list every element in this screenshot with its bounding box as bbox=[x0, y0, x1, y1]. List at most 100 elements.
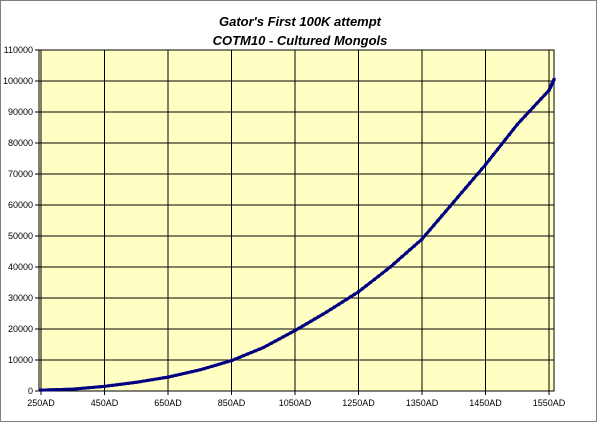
data-point bbox=[79, 386, 83, 390]
data-point bbox=[329, 307, 333, 311]
x-tick-label: 1050AD bbox=[279, 398, 312, 408]
data-point bbox=[519, 118, 523, 122]
data-point bbox=[317, 315, 321, 319]
data-point bbox=[190, 370, 194, 374]
data-point bbox=[257, 347, 261, 351]
data-point bbox=[488, 158, 491, 162]
data-point bbox=[305, 322, 309, 326]
data-point bbox=[285, 333, 289, 337]
data-point bbox=[325, 310, 329, 314]
y-axis-ticks: 0 10000 20000 30000 40000 50000 60000 70000 8000… bbox=[3, 45, 39, 396]
data-point bbox=[392, 262, 396, 265]
data-point bbox=[67, 387, 71, 391]
data-point bbox=[293, 329, 297, 333]
data-point bbox=[241, 354, 245, 358]
data-point bbox=[63, 387, 67, 391]
data-point bbox=[75, 387, 79, 391]
data-point bbox=[162, 376, 166, 380]
data-point bbox=[99, 385, 102, 389]
data-point bbox=[333, 305, 337, 309]
data-point bbox=[277, 337, 281, 341]
data-point bbox=[107, 384, 110, 388]
y-tick-label: 50000 bbox=[8, 231, 33, 241]
data-point bbox=[432, 223, 436, 227]
data-point bbox=[126, 381, 130, 385]
x-axis-ticks: 250AD 450AD 650AD 850AD 1050AD 1250AD 1350AD 14… bbox=[27, 391, 566, 408]
data-point bbox=[265, 344, 269, 347]
data-point bbox=[134, 380, 138, 384]
y-tick-label: 10000 bbox=[8, 355, 33, 365]
data-point bbox=[523, 114, 527, 118]
x-tick-label: 1550AD bbox=[533, 398, 566, 408]
data-point bbox=[468, 181, 472, 185]
data-point bbox=[321, 312, 325, 316]
data-point bbox=[146, 378, 150, 382]
y-tick-label: 40000 bbox=[8, 262, 33, 272]
data-point bbox=[535, 101, 539, 105]
data-point bbox=[507, 133, 511, 136]
y-tick-label: 90000 bbox=[8, 107, 33, 117]
data-point bbox=[436, 219, 440, 222]
data-point bbox=[372, 277, 376, 281]
data-point bbox=[122, 382, 126, 386]
data-point bbox=[380, 271, 384, 275]
data-point bbox=[515, 122, 519, 126]
data-point bbox=[495, 148, 499, 152]
data-point bbox=[472, 177, 476, 181]
data-point bbox=[404, 251, 408, 255]
data-point bbox=[91, 385, 95, 389]
data-point bbox=[174, 373, 178, 377]
data-point bbox=[531, 105, 535, 109]
data-point bbox=[87, 386, 91, 390]
data-point bbox=[118, 382, 122, 386]
data-point bbox=[289, 331, 293, 335]
plot-area bbox=[38, 49, 555, 392]
data-point bbox=[158, 376, 162, 380]
data-point bbox=[416, 241, 420, 245]
data-point bbox=[249, 351, 253, 354]
x-tick-label: 1350AD bbox=[406, 398, 439, 408]
y-tick-label: 20000 bbox=[8, 324, 33, 334]
data-point bbox=[261, 346, 265, 350]
data-point bbox=[428, 228, 432, 232]
data-point bbox=[95, 385, 99, 389]
data-point bbox=[269, 341, 273, 345]
data-point bbox=[376, 274, 380, 278]
data-point bbox=[281, 335, 285, 339]
data-point bbox=[456, 195, 460, 199]
data-point bbox=[444, 209, 448, 213]
data-point bbox=[51, 388, 55, 392]
data-point bbox=[103, 384, 106, 388]
data-point bbox=[480, 167, 483, 171]
data-point bbox=[43, 388, 47, 392]
data-point bbox=[527, 110, 531, 114]
data-point bbox=[499, 143, 503, 146]
data-point bbox=[59, 388, 63, 391]
data-point bbox=[166, 375, 170, 379]
data-point bbox=[150, 378, 154, 382]
data-point bbox=[353, 292, 356, 296]
data-point bbox=[138, 380, 142, 384]
data-point bbox=[170, 374, 174, 378]
x-tick-label: 850AD bbox=[218, 398, 246, 408]
data-point bbox=[408, 248, 412, 252]
data-point bbox=[491, 153, 495, 157]
data-point bbox=[230, 359, 233, 363]
data-point bbox=[503, 138, 507, 141]
data-point bbox=[420, 237, 424, 241]
chart-subtitle: COTM10 - Cultured Mongols bbox=[213, 33, 388, 48]
data-point bbox=[511, 127, 515, 131]
data-point bbox=[182, 372, 186, 375]
data-point bbox=[110, 383, 114, 387]
data-point bbox=[484, 163, 487, 167]
data-point bbox=[388, 265, 392, 269]
data-point bbox=[349, 295, 353, 299]
data-point bbox=[55, 388, 59, 392]
y-tick-label: 30000 bbox=[8, 293, 33, 303]
data-point bbox=[552, 77, 556, 81]
data-point bbox=[309, 319, 313, 323]
data-point bbox=[198, 368, 202, 372]
x-tick-label: 1250AD bbox=[342, 398, 375, 408]
data-point bbox=[297, 326, 301, 330]
